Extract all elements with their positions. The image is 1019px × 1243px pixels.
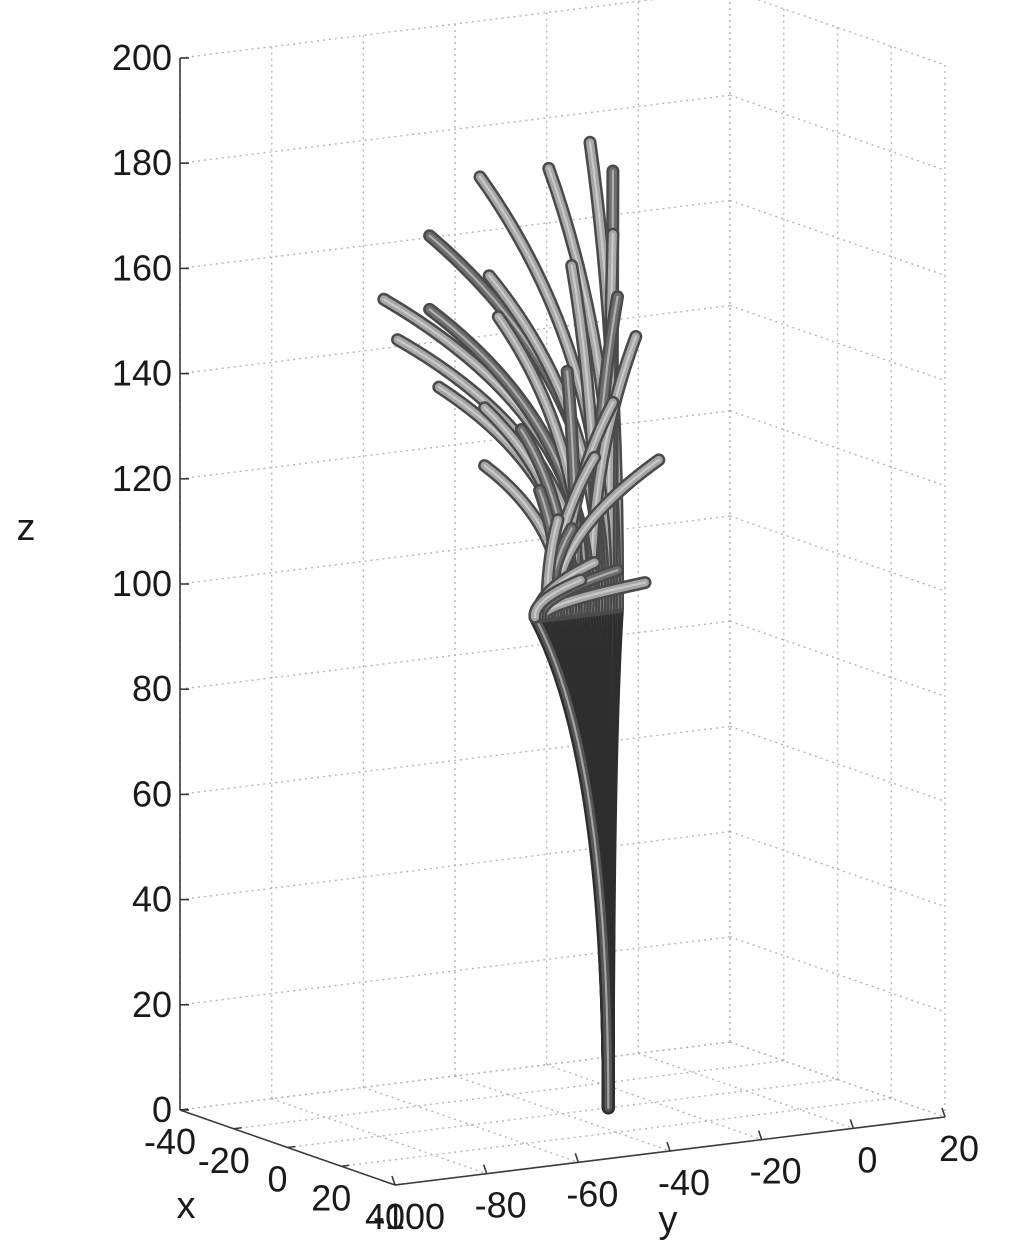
- y-tick-label: -40: [658, 1162, 710, 1203]
- grid-line: [729, 830, 946, 908]
- grid-line: [729, 199, 946, 277]
- y-tick-mark: [666, 1141, 671, 1152]
- grid-line: [454, 1075, 671, 1152]
- grid-line: [179, 725, 731, 796]
- grid-line: [756, 0, 946, 66]
- x-tick-mark: [287, 1145, 296, 1149]
- y-tick-mark: [574, 1153, 580, 1163]
- x-tick-label: 20: [311, 1177, 351, 1218]
- y-axis-label: y: [659, 1199, 678, 1241]
- x-tick-mark: [341, 1164, 350, 1168]
- y-tick-mark: [757, 1130, 763, 1140]
- trunk-tubes: [528, 600, 624, 1115]
- z-axis-label: z: [17, 507, 36, 549]
- z-tick-label: 80: [132, 668, 172, 709]
- grid-line: [729, 725, 946, 803]
- x-tick-label: 0: [267, 1159, 287, 1200]
- z-tick-label: 140: [112, 353, 172, 394]
- z-tick-label: 100: [112, 563, 172, 604]
- y-tick-label: -100: [373, 1196, 445, 1237]
- grid-line: [729, 94, 946, 171]
- y-tick-label: 0: [857, 1139, 877, 1180]
- grid-line: [729, 936, 946, 1013]
- x-tick-label: -40: [144, 1121, 196, 1162]
- grid-lines: [179, 0, 946, 1186]
- grid-line: [179, 94, 731, 164]
- z-tick-label: 0: [152, 1089, 172, 1130]
- y-tick-mark: [391, 1175, 396, 1186]
- y-tick-label: -80: [475, 1185, 527, 1226]
- x-tick-mark: [394, 1183, 404, 1186]
- grid-line: [179, 515, 731, 585]
- grid-line: [729, 515, 946, 592]
- grid-line: [341, 1097, 892, 1167]
- grid-line: [271, 1098, 487, 1175]
- z-tick-label: 180: [112, 142, 172, 183]
- y-tick-mark: [482, 1164, 488, 1174]
- y-tick-label: -20: [750, 1151, 802, 1192]
- y-tick-mark: [849, 1119, 855, 1129]
- z-tick-labels: 0 20 40 60 80 100 120 140 160 180 200: [112, 37, 189, 1130]
- z-tick-label: 160: [112, 247, 172, 288]
- x-tick-mark: [233, 1126, 242, 1130]
- grid-line: [729, 410, 946, 487]
- grid-line: [638, 1052, 854, 1129]
- z-tick-label: 40: [132, 879, 172, 920]
- grid-line: [546, 1064, 762, 1141]
- grid-line: [363, 1086, 579, 1163]
- grid-line: [287, 1078, 838, 1149]
- grid-line: [179, 936, 731, 1006]
- branch-tube: [528, 573, 588, 624]
- grid-line: [729, 620, 946, 697]
- x-tick-labels: -40 -20 0 20 40: [144, 1108, 405, 1237]
- grid-line: [233, 1060, 784, 1130]
- grid-line: [729, 304, 946, 382]
- z-tick-label: 20: [132, 984, 172, 1025]
- x-axis-label: x: [177, 1185, 196, 1227]
- z-tick-label: 200: [112, 37, 172, 78]
- branch-tube-highlight: [533, 578, 582, 619]
- y-tick-label: -60: [566, 1173, 618, 1214]
- x-tick-label: -20: [198, 1140, 250, 1181]
- grid-line: [729, 1041, 946, 1118]
- trunk-tube-highlight: [533, 616, 610, 1109]
- x-tick-label: 40: [365, 1196, 405, 1237]
- z-tick-label: 120: [112, 458, 172, 499]
- branch-tubes: [377, 135, 666, 624]
- grid-line: [179, 1041, 731, 1111]
- trunk-tube: [528, 610, 615, 1115]
- y-tick-labels: -100 -80 -60 -40 -20 0 20: [373, 1107, 979, 1237]
- y-tick-mark: [941, 1107, 946, 1118]
- y-tick-label: 20: [939, 1128, 979, 1169]
- x-tick-mark: [179, 1108, 189, 1111]
- z-tick-label: 60: [132, 773, 172, 814]
